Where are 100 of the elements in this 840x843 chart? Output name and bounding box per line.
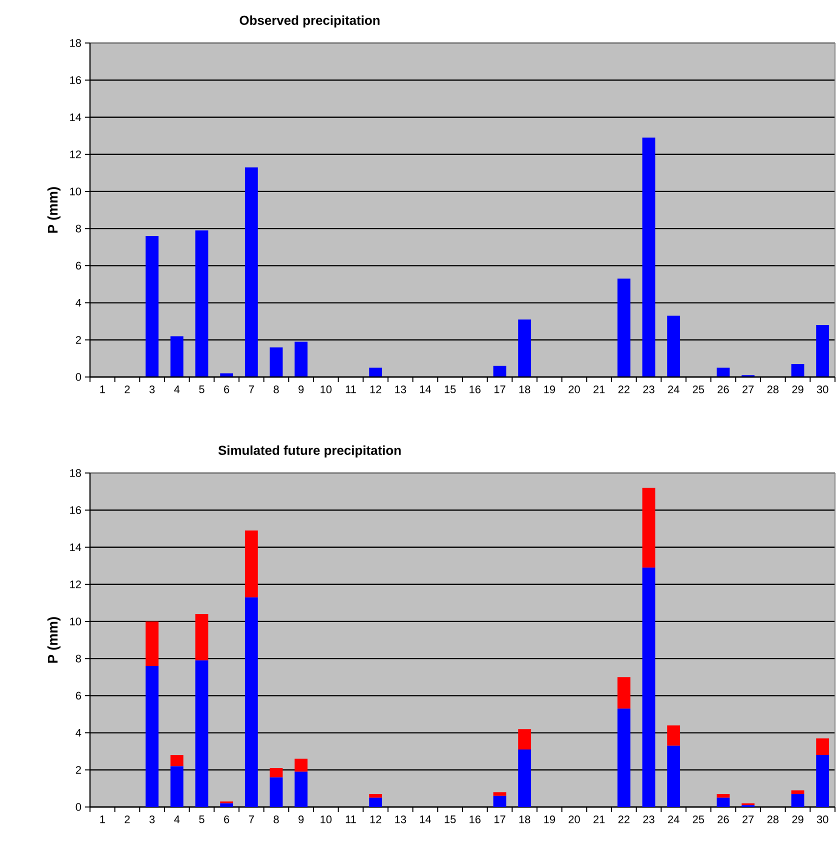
x-tick-label: 23 xyxy=(643,816,654,824)
bar xyxy=(791,364,804,378)
bar xyxy=(244,530,258,598)
bar xyxy=(170,766,184,808)
x-tick-label: 23 xyxy=(643,386,654,394)
y-tick-label: 4 xyxy=(76,299,82,307)
chart-title: Simulated future precipitation xyxy=(218,445,401,458)
y-tick-label: 10 xyxy=(70,618,82,626)
bar xyxy=(369,794,382,798)
bar xyxy=(270,347,283,378)
x-tick-label: 13 xyxy=(395,386,406,394)
bar xyxy=(518,319,532,378)
bar xyxy=(493,796,506,808)
bar xyxy=(518,749,532,808)
bar xyxy=(270,777,283,808)
x-tick-label: 24 xyxy=(668,386,680,394)
x-tick-label: 27 xyxy=(742,386,754,394)
y-tick-label: 16 xyxy=(70,76,81,84)
y-tick-label: 14 xyxy=(70,113,82,121)
x-tick-label: 20 xyxy=(568,386,580,394)
x-tick-label: 11 xyxy=(346,816,356,824)
x-tick-label: 21 xyxy=(594,386,605,394)
y-tick-label: 0 xyxy=(76,803,82,811)
bar xyxy=(220,803,234,808)
bar xyxy=(294,772,308,808)
x-tick-label: 10 xyxy=(320,816,332,824)
bar xyxy=(816,325,830,378)
bar xyxy=(667,316,680,378)
bar xyxy=(369,368,382,378)
y-tick-label: 10 xyxy=(70,188,82,196)
y-tick-label: 8 xyxy=(76,654,81,662)
x-tick-label: 30 xyxy=(816,816,828,824)
bar xyxy=(791,794,804,808)
bar xyxy=(716,794,730,798)
x-tick-label: 29 xyxy=(792,816,804,824)
bar xyxy=(195,660,208,808)
x-tick-label: 4 xyxy=(174,386,180,394)
y-tick-label: 0 xyxy=(76,373,82,381)
y-tick-label: 4 xyxy=(76,729,82,737)
x-tick-label: 9 xyxy=(298,386,304,394)
bar xyxy=(667,725,680,746)
bar xyxy=(518,729,532,750)
bar xyxy=(270,768,283,778)
x-tick-label: 28 xyxy=(767,386,779,394)
bar xyxy=(642,568,656,808)
bar xyxy=(294,342,308,378)
x-tick-label: 22 xyxy=(618,386,630,394)
y-tick-label: 8 xyxy=(76,224,81,232)
bar xyxy=(716,368,730,378)
x-tick-label: 13 xyxy=(395,816,406,824)
x-tick-label: 19 xyxy=(544,386,555,394)
x-tick-label: 2 xyxy=(124,816,130,824)
x-tick-label: 12 xyxy=(370,386,382,394)
x-tick-label: 26 xyxy=(718,386,729,394)
x-tick-label: 6 xyxy=(224,816,230,824)
bar xyxy=(617,708,630,808)
bar xyxy=(816,755,830,808)
x-tick-label: 28 xyxy=(767,816,779,824)
y-tick-label: 16 xyxy=(70,506,81,514)
x-tick-label: 3 xyxy=(149,816,155,824)
x-tick-label: 30 xyxy=(816,386,828,394)
x-tick-label: 21 xyxy=(594,816,605,824)
x-tick-label: 17 xyxy=(494,386,506,394)
x-tick-label: 29 xyxy=(792,386,804,394)
x-tick-label: 5 xyxy=(199,386,204,394)
bar xyxy=(369,798,382,808)
bar xyxy=(195,614,208,660)
y-tick-label: 18 xyxy=(70,39,81,47)
x-tick-label: 20 xyxy=(568,816,580,824)
y-tick-label: 6 xyxy=(76,692,81,700)
bar xyxy=(244,597,258,808)
x-tick-label: 19 xyxy=(544,816,555,824)
x-tick-label: 18 xyxy=(519,816,530,824)
bar xyxy=(195,230,208,378)
x-tick-label: 1 xyxy=(100,386,105,394)
x-tick-label: 1 xyxy=(100,816,105,824)
x-tick-label: 9 xyxy=(298,816,304,824)
y-axis-title: P (mm) xyxy=(47,617,60,663)
bar xyxy=(791,790,804,794)
x-tick-label: 26 xyxy=(718,816,729,824)
x-tick-label: 18 xyxy=(519,386,530,394)
y-tick-label: 2 xyxy=(76,766,81,774)
x-tick-label: 25 xyxy=(692,386,704,394)
bar xyxy=(146,621,159,666)
chart-title: Observed precipitation xyxy=(240,15,380,28)
bar xyxy=(716,798,730,808)
x-tick-label: 4 xyxy=(174,816,180,824)
bar xyxy=(642,138,656,378)
bar xyxy=(146,666,159,808)
x-tick-label: 27 xyxy=(742,816,754,824)
x-tick-label: 12 xyxy=(370,816,382,824)
bar xyxy=(667,746,680,808)
y-axis-title: P (mm) xyxy=(47,187,60,233)
x-tick-label: 22 xyxy=(618,816,630,824)
x-tick-label: 10 xyxy=(320,386,332,394)
x-tick-label: 8 xyxy=(274,816,279,824)
x-tick-label: 24 xyxy=(668,816,680,824)
bar xyxy=(170,336,184,378)
x-tick-label: 7 xyxy=(248,816,254,824)
y-tick-label: 18 xyxy=(70,469,81,477)
